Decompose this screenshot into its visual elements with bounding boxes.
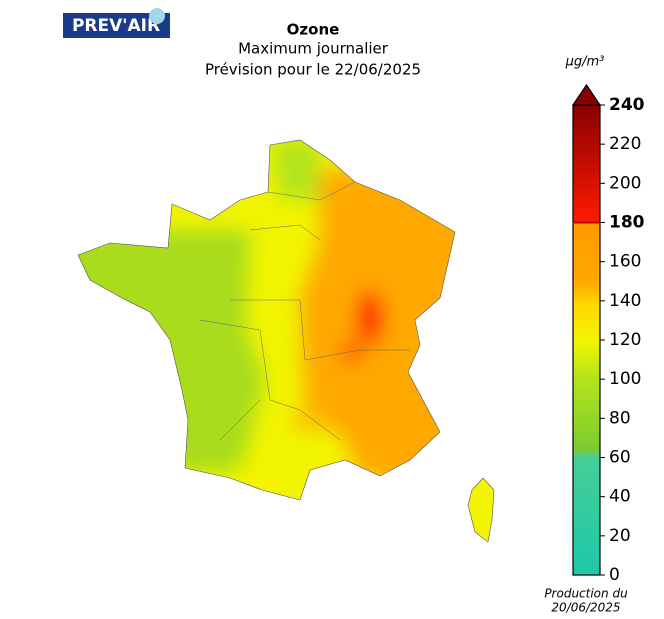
tick-label: 220 [609,134,641,154]
colorbar-extend [571,83,602,106]
region-borders [199,181,410,441]
colorbar: 0 20 40 60 80 100 120 140 160 180 200 220 240 [571,83,645,585]
tick-label: 180 [609,213,645,233]
france-outline [77,139,456,501]
production-date: 20/06/2025 [551,601,620,615]
tick-label: 60 [609,448,631,468]
tick-label: 80 [609,408,631,428]
colorbar-scale [572,104,601,576]
tick-label: 20 [609,526,631,546]
forecast-date: Prévision pour le 22/06/2025 [205,61,421,79]
france-map [78,140,455,500]
tick-label: 120 [609,330,641,350]
tick-label: 240 [609,95,645,115]
production-label: Production du [544,587,628,601]
colorbar-unit: µg/m³ [565,55,605,70]
title: Ozone [287,21,340,39]
corsica [467,477,495,543]
logo-globe [149,8,165,24]
tick-label: 40 [609,487,631,507]
subtitle: Maximum journalier [238,40,389,58]
tick-label: 100 [609,369,641,389]
tick-label: 140 [609,291,641,311]
tick-label: 0 [609,565,620,585]
logo: PREV'AIR [72,16,160,36]
tick-label: 200 [609,173,641,193]
tick-label: 160 [609,252,641,272]
